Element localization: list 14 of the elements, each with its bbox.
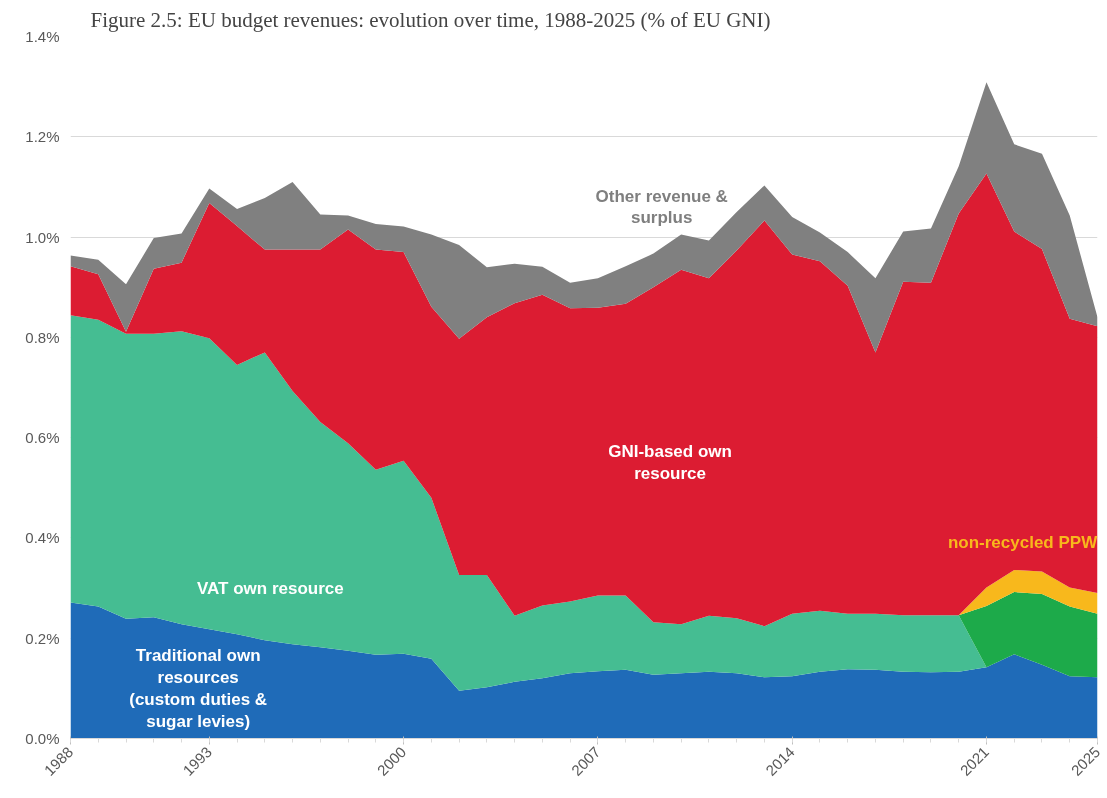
y-tick-label: 0.6% — [25, 429, 60, 447]
series-label: Other revenue & surplus — [595, 186, 728, 228]
y-tick-label: 1.4% — [25, 28, 60, 45]
series-label: VAT own resource — [196, 578, 344, 598]
y-tick-label: 0.8% — [25, 328, 60, 346]
y-tick-label: 0.2% — [25, 629, 60, 647]
series-label: non-recycled PPW — [947, 533, 1099, 553]
y-tick-label: 1.2% — [25, 128, 60, 146]
series-label: Traditional own resources (custom duties & sugar levies) — [129, 646, 268, 731]
chart-title: Figure 2.5: EU budget revenues: evolution over time, 1988-2025 (% of EU GNI) — [90, 7, 771, 32]
y-tick-label: 0.4% — [25, 529, 60, 547]
y-tick-label: 1.0% — [25, 228, 60, 246]
series-label: GNI-based own resource — [608, 442, 732, 484]
y-tick-label: 0.0% — [25, 730, 60, 747]
